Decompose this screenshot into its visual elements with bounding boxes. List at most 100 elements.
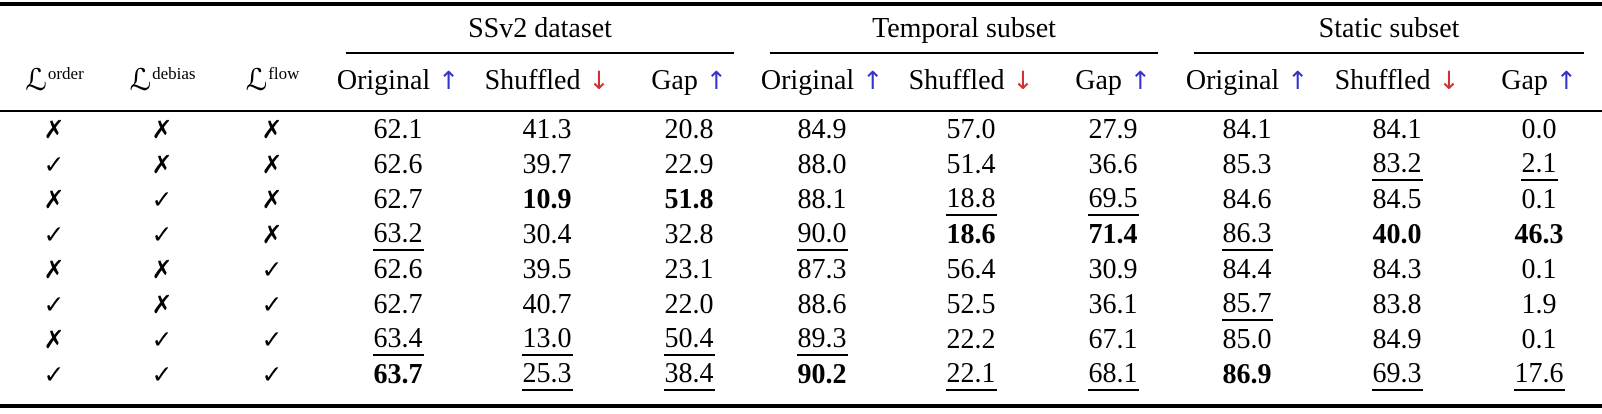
group-rule-ssv2: SSv2 dataset [346,13,735,54]
value-cell: 62.1 [373,113,423,145]
value-cell: 63.4 [328,322,468,357]
value-cell: 56.4 [946,253,996,285]
value-cell: 46.3 [1514,218,1564,250]
down-arrow-icon: ↓ [1438,65,1460,95]
value-cell: 17.6 [1476,357,1602,406]
value-cell: 85.0 [1222,323,1272,355]
cross-icon: ✗ [151,115,173,144]
value-cell: 84.5 [1372,183,1422,215]
value-cell: 51.8 [664,183,714,215]
value-cell: 63.2 [328,217,468,252]
value-cell: 40.0 [1372,218,1422,250]
value-cell: 85.3 [1222,148,1272,180]
up-arrow-icon: ↑ [705,65,727,95]
group-rule-static: Static subset [1194,13,1585,54]
up-arrow-icon: ↑ [438,65,460,95]
cross-icon: ✗ [261,115,283,144]
value-cell: 36.1 [1088,288,1138,320]
value-cell: 84.4 [1222,253,1272,285]
value-cell: 69.5 [1050,182,1176,217]
script-l-icon: ℒ [245,63,268,98]
up-arrow-icon: ↑ [1555,65,1577,95]
col-header-loss-order: ℒorder [0,54,108,112]
value-cell: 62.7 [373,288,423,320]
value-cell: 84.3 [1372,253,1422,285]
up-arrow-icon: ↑ [862,65,884,95]
col-header-ssv2-gap: Gap ↑ [626,54,753,112]
value-cell: 68.1 [1050,357,1176,406]
value-cell: 84.1 [1222,113,1272,145]
check-icon: ✓ [43,220,65,249]
group-rule-temporal: Temporal subset [770,13,1159,54]
value-cell: 71.4 [1088,218,1138,250]
value-cell: 88.0 [797,148,847,180]
value-cell: 62.6 [373,253,423,285]
value-cell: 2.1 [1476,147,1602,182]
value-cell: 57.0 [946,113,996,145]
value-cell: 50.4 [626,322,752,357]
value-cell: 18.6 [946,218,996,250]
column-header-row: ℒorder ℒdebias ℒflow Original ↑ Shuffled ↓… [0,54,1602,112]
col-header-loss-debias: ℒdebias [108,54,216,112]
col-header-static-shuffled: Shuffled ↓ [1318,54,1477,112]
value-cell: 0.0 [1521,113,1557,145]
value-cell: 10.9 [522,183,572,215]
value-cell: 84.6 [1222,183,1272,215]
value-cell: 36.6 [1088,148,1138,180]
cross-icon: ✗ [151,150,173,179]
col-header-ssv2-original: Original ↑ [328,54,468,112]
script-l-icon: ℒ [25,63,47,98]
value-cell: 84.1 [1372,113,1422,145]
up-arrow-icon: ↑ [1287,65,1309,95]
value-cell: 39.5 [522,253,572,285]
value-cell: 90.0 [752,217,892,252]
col-header-temporal-original: Original ↑ [752,54,893,112]
value-cell: 86.9 [1222,358,1272,390]
check-icon: ✓ [261,290,283,319]
value-cell: 22.0 [664,288,714,320]
cross-icon: ✗ [151,255,173,284]
check-icon: ✓ [43,360,65,389]
cross-icon: ✗ [43,185,65,214]
table-row: ✓ ✗ ✓ 62.7 40.7 22.0 88.6 52.5 36.1 85.7 83.8 1.9 [0,287,1602,322]
table-body: ✗ ✗ ✗ 62.1 41.3 20.8 84.9 57.0 27.9 84.1 84.1 0.0 ✓ ✗… [0,111,1602,406]
col-header-static-gap: Gap ↑ [1476,54,1602,112]
group-label-static: Static subset [1318,13,1460,44]
value-cell: 84.9 [1372,323,1422,355]
down-arrow-icon: ↓ [588,65,610,95]
value-cell: 22.2 [946,323,996,355]
value-cell: 67.1 [1088,323,1138,355]
cross-icon: ✗ [43,325,65,354]
value-cell: 89.3 [752,322,892,357]
check-icon: ✓ [151,185,173,214]
check-icon: ✓ [151,360,173,389]
value-cell: 40.7 [522,288,572,320]
value-cell: 62.7 [373,183,423,215]
table-row: ✓ ✓ ✗ 63.2 30.4 32.8 90.0 18.6 71.4 86.3 40.0 46.3 [0,217,1602,252]
value-cell: 41.3 [522,113,572,145]
value-cell: 85.7 [1176,287,1318,322]
check-icon: ✓ [43,150,65,179]
value-cell: 52.5 [946,288,996,320]
value-cell: 88.6 [797,288,847,320]
table-row: ✗ ✗ ✓ 62.6 39.5 23.1 87.3 56.4 30.9 84.4 84.3 0.1 [0,252,1602,287]
value-cell: 39.7 [522,148,572,180]
value-cell: 62.6 [373,148,423,180]
loss-superscript: flow [268,63,300,83]
col-header-temporal-shuffled: Shuffled ↓ [892,54,1051,112]
value-cell: 87.3 [797,253,847,285]
check-icon: ✓ [43,290,65,319]
check-icon: ✓ [151,325,173,354]
table-row: ✓ ✗ ✗ 62.6 39.7 22.9 88.0 51.4 36.6 85.3 83.2 2.1 [0,147,1602,182]
group-header-static: Static subset [1176,4,1602,54]
table-header: SSv2 dataset Temporal subset Static subs… [0,4,1602,112]
loss-superscript: debias [152,63,196,83]
stub-cell [0,4,328,54]
loss-superscript: order [47,63,84,83]
table-row: ✗ ✗ ✗ 62.1 41.3 20.8 84.9 57.0 27.9 84.1 84.1 0.0 [0,111,1602,147]
group-header-row: SSv2 dataset Temporal subset Static subs… [0,4,1602,54]
value-cell: 84.9 [797,113,847,145]
value-cell: 38.4 [626,357,752,406]
down-arrow-icon: ↓ [1012,65,1034,95]
value-cell: 0.1 [1521,323,1557,355]
